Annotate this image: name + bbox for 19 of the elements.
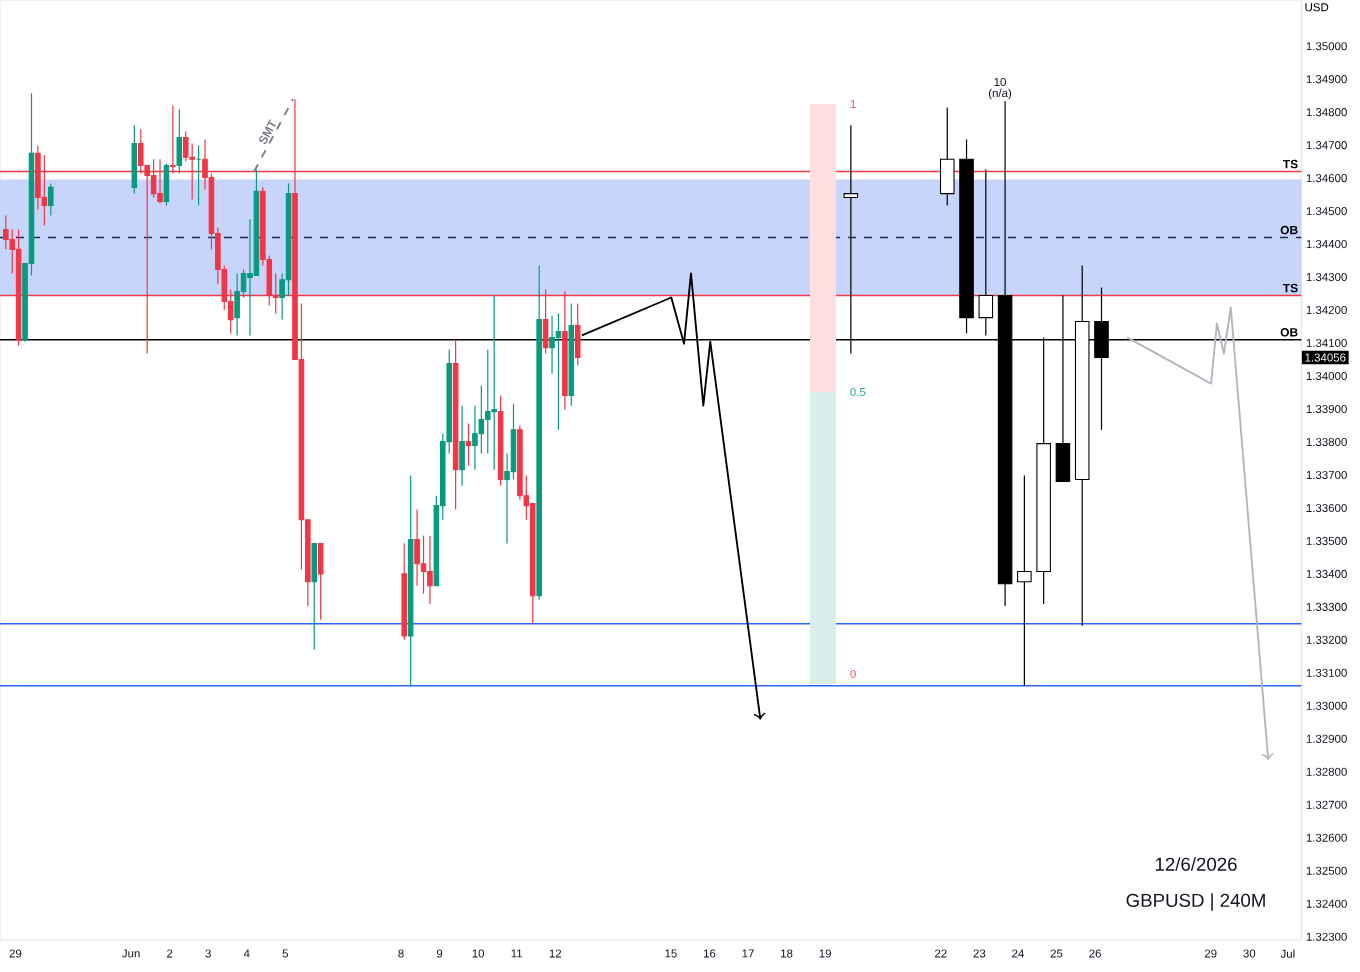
candlestick (47, 182, 54, 216)
candlestick (459, 405, 465, 487)
annotation: GBPUSD | 240M (1126, 893, 1265, 911)
candlestick (939, 106, 955, 207)
candlestick (317, 542, 324, 621)
candlestick (131, 124, 138, 195)
candlestick (1017, 475, 1032, 687)
candlestick (574, 302, 581, 367)
candlestick (491, 294, 497, 471)
candlestick (163, 162, 170, 207)
candlestick (311, 542, 318, 651)
candlestick (465, 422, 472, 467)
candlestick (978, 168, 994, 337)
candlestick (427, 535, 433, 605)
candlestick (555, 313, 562, 431)
annotation: 12/6/2026 (1155, 857, 1237, 871)
candlestick (234, 272, 240, 337)
candlestick (414, 508, 420, 587)
candlestick (176, 108, 183, 175)
